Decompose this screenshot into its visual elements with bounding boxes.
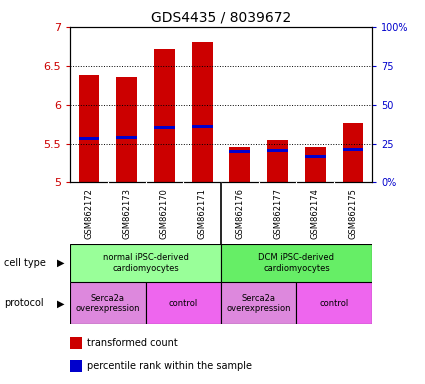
Bar xyxy=(192,43,212,182)
Bar xyxy=(116,136,137,139)
Text: control: control xyxy=(169,299,198,308)
Text: GSM862171: GSM862171 xyxy=(198,188,207,238)
Text: GSM862172: GSM862172 xyxy=(85,188,94,238)
Text: GSM862174: GSM862174 xyxy=(311,188,320,238)
Text: GSM862177: GSM862177 xyxy=(273,188,282,238)
Text: GSM862176: GSM862176 xyxy=(235,188,244,238)
Bar xyxy=(70,360,82,372)
Text: Serca2a
overexpression: Serca2a overexpression xyxy=(227,294,291,313)
Bar xyxy=(230,147,250,182)
Bar xyxy=(154,126,175,129)
Text: ▶: ▶ xyxy=(57,258,65,268)
Text: control: control xyxy=(320,299,349,308)
Bar xyxy=(192,125,212,128)
Bar xyxy=(154,49,175,182)
Bar xyxy=(79,75,99,182)
Bar xyxy=(145,282,221,324)
Text: normal iPSC-derived
cardiomyocytes: normal iPSC-derived cardiomyocytes xyxy=(102,253,189,273)
Bar xyxy=(267,141,288,182)
Bar xyxy=(221,282,296,324)
Bar xyxy=(79,137,99,140)
Bar xyxy=(230,150,250,153)
Text: GSM862173: GSM862173 xyxy=(122,188,131,238)
Text: transformed count: transformed count xyxy=(87,338,178,348)
Text: ▶: ▶ xyxy=(57,298,65,308)
Bar xyxy=(296,282,372,324)
Bar xyxy=(305,147,326,182)
Text: GSM862175: GSM862175 xyxy=(348,188,357,238)
Bar xyxy=(116,78,137,182)
Bar xyxy=(221,244,372,282)
Text: DCM iPSC-derived
cardiomyocytes: DCM iPSC-derived cardiomyocytes xyxy=(258,253,334,273)
Text: GSM862170: GSM862170 xyxy=(160,188,169,238)
Bar xyxy=(70,337,82,349)
Title: GDS4435 / 8039672: GDS4435 / 8039672 xyxy=(151,10,291,24)
Bar xyxy=(343,123,363,182)
Bar xyxy=(343,148,363,151)
Bar xyxy=(70,244,221,282)
Text: Serca2a
overexpression: Serca2a overexpression xyxy=(76,294,140,313)
Bar xyxy=(70,282,145,324)
Bar xyxy=(267,149,288,152)
Text: percentile rank within the sample: percentile rank within the sample xyxy=(87,361,252,371)
Text: cell type: cell type xyxy=(4,258,46,268)
Bar xyxy=(305,155,326,158)
Text: protocol: protocol xyxy=(4,298,44,308)
